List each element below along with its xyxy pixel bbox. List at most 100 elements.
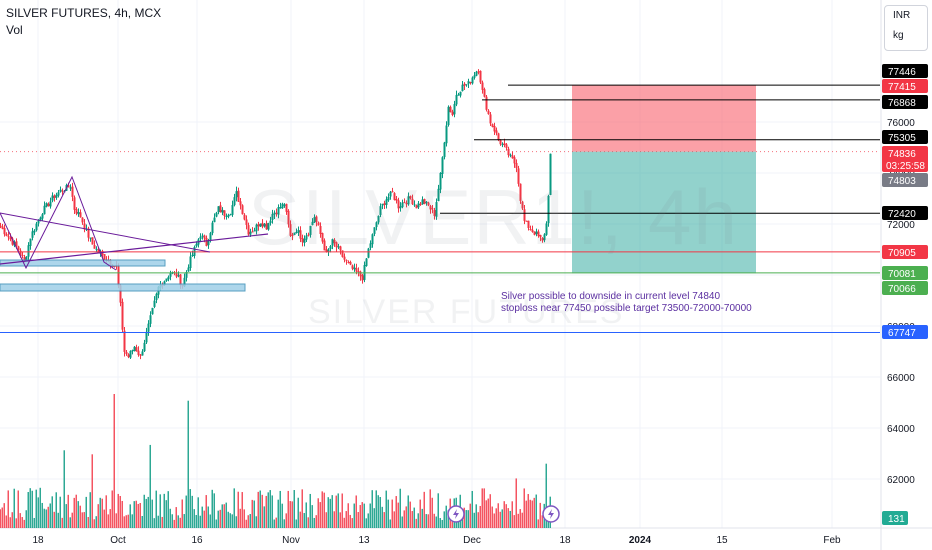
volume-bar bbox=[319, 502, 321, 528]
candle-body bbox=[209, 233, 212, 241]
volume-bars bbox=[0, 394, 551, 528]
candle-body bbox=[315, 216, 318, 223]
volume-bar bbox=[389, 519, 391, 528]
volume-bar bbox=[337, 493, 339, 528]
candle-body bbox=[523, 209, 526, 221]
candle-body bbox=[323, 240, 326, 251]
candle-body bbox=[481, 82, 484, 90]
volume-bar bbox=[119, 495, 121, 528]
horizontal-levels[interactable] bbox=[0, 84, 880, 333]
candle-body bbox=[287, 210, 290, 225]
annotation-text[interactable]: Silver possible to downside in current l… bbox=[501, 291, 752, 315]
candle-body bbox=[477, 71, 480, 73]
volume-bar bbox=[413, 507, 415, 528]
candle-body bbox=[501, 144, 504, 146]
time-tick-label: Dec bbox=[463, 535, 481, 546]
candle-body bbox=[201, 235, 204, 237]
candle-body bbox=[245, 219, 248, 225]
unit-selector[interactable]: INR kg bbox=[884, 5, 928, 51]
time-tick-label: 18 bbox=[559, 535, 571, 546]
candle-body bbox=[203, 235, 206, 239]
price-axis[interactable]: 7600074000720006800066000640006200077446… bbox=[882, 64, 928, 525]
time-axis[interactable]: 18 Oct 16 Nov 13 Dec 18 2024 15 Feb bbox=[32, 535, 841, 546]
candle-body bbox=[121, 301, 124, 330]
candle-body bbox=[495, 130, 498, 134]
candle-body bbox=[347, 261, 350, 263]
candle-body bbox=[261, 222, 264, 227]
volume-bar bbox=[473, 512, 475, 528]
price-tag bbox=[882, 245, 928, 259]
volume-bar bbox=[305, 502, 307, 528]
volume-bar bbox=[37, 497, 39, 528]
candle-body bbox=[387, 197, 390, 201]
volume-bar bbox=[467, 510, 469, 528]
countdown-label: 03:25:58 bbox=[886, 161, 925, 172]
price-tag-label: 70905 bbox=[888, 248, 916, 259]
volume-bar bbox=[213, 493, 215, 528]
currency-label[interactable]: INR bbox=[893, 10, 911, 21]
candle-body bbox=[493, 126, 496, 132]
watermark-symbol: SILVER1!, 4h bbox=[248, 173, 739, 261]
volume-bar bbox=[331, 495, 333, 528]
position-tool[interactable] bbox=[572, 85, 756, 274]
volume-bar bbox=[435, 516, 437, 528]
candle-body bbox=[535, 231, 538, 235]
drawings[interactable] bbox=[0, 175, 269, 292]
candle-body bbox=[333, 239, 336, 244]
volume-bar bbox=[225, 502, 227, 528]
candle-body bbox=[71, 186, 74, 197]
volume-tag bbox=[882, 511, 908, 525]
volume-bar bbox=[237, 491, 239, 528]
volume-bar bbox=[57, 512, 59, 528]
price-tag-label: 72420 bbox=[888, 209, 916, 220]
candle-body bbox=[15, 241, 18, 247]
volume-bar bbox=[339, 512, 341, 528]
volume-bar bbox=[411, 511, 413, 528]
candle-body bbox=[361, 275, 364, 281]
volume-bar bbox=[21, 517, 23, 528]
candle-body bbox=[541, 238, 544, 241]
candle-body bbox=[293, 232, 296, 236]
lightning-icon bbox=[542, 505, 560, 523]
candle-body bbox=[137, 350, 140, 355]
volume-bar bbox=[523, 488, 525, 528]
price-tag-label: 70081 bbox=[888, 269, 916, 280]
candle-body bbox=[27, 245, 30, 257]
volume-bar bbox=[17, 490, 19, 528]
candle-body bbox=[439, 172, 442, 190]
volume-bar bbox=[335, 495, 337, 528]
candle-body bbox=[507, 148, 510, 156]
time-tick-label: 13 bbox=[358, 535, 370, 546]
candle-body bbox=[529, 228, 532, 231]
candle-body bbox=[9, 237, 12, 240]
volume-bar bbox=[267, 492, 269, 528]
candle-body bbox=[191, 254, 194, 257]
volume-bar bbox=[369, 503, 371, 528]
candle-body bbox=[61, 190, 64, 192]
volume-bar bbox=[431, 497, 433, 528]
pattern-line bbox=[0, 212, 211, 253]
volume-bar bbox=[221, 504, 223, 528]
volume-bar bbox=[103, 509, 105, 528]
volume-bar bbox=[399, 488, 401, 528]
time-tick-label: Nov bbox=[282, 535, 300, 546]
volume-bar bbox=[257, 491, 259, 528]
price-tag-label: 74803 bbox=[888, 176, 916, 187]
candle-body bbox=[37, 219, 40, 224]
candle-body bbox=[513, 157, 516, 164]
unit-label[interactable]: kg bbox=[893, 30, 904, 41]
volume-bar bbox=[437, 493, 439, 528]
candle-body bbox=[401, 202, 404, 208]
volume-bar bbox=[529, 499, 531, 528]
candle-body bbox=[69, 187, 72, 189]
candle-body bbox=[431, 208, 434, 210]
volume-bar bbox=[249, 514, 251, 528]
volume-bar bbox=[409, 501, 411, 528]
volume-bar bbox=[445, 505, 447, 528]
candle-body bbox=[169, 273, 172, 277]
candle-body bbox=[415, 205, 418, 209]
candle-body bbox=[483, 89, 486, 97]
candle-body bbox=[463, 83, 466, 86]
volume-bar bbox=[27, 492, 29, 528]
